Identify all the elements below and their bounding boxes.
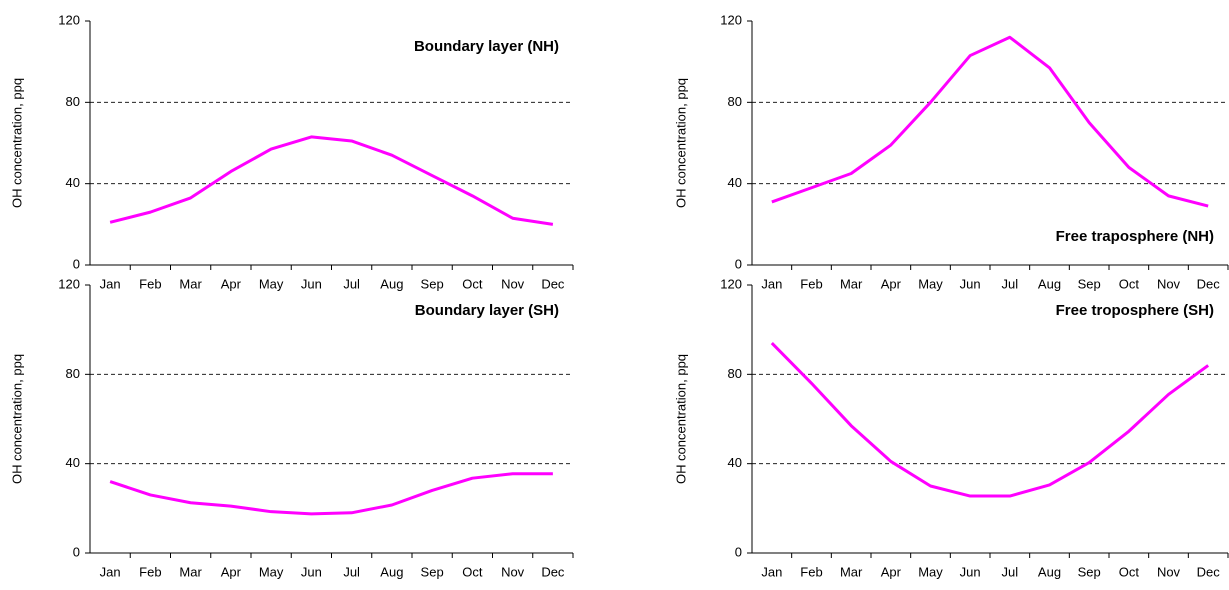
y-tick-label: 40 — [66, 455, 80, 470]
x-tick-label: Sep — [1078, 276, 1101, 291]
x-tick-label: Nov — [501, 276, 525, 291]
x-tick-label: Dec — [1197, 564, 1221, 579]
y-tick-label: 80 — [66, 366, 80, 381]
chart-title: Boundary layer (NH) — [414, 38, 559, 55]
x-tick-label: Jun — [301, 564, 322, 579]
chart-title: Boundary layer (SH) — [415, 302, 559, 319]
x-tick-label: Mar — [840, 564, 863, 579]
x-tick-label: Sep — [421, 564, 444, 579]
y-tick-label: 0 — [735, 256, 742, 271]
y-axis-label: OH concentration, ppq — [673, 354, 688, 484]
x-tick-label: Sep — [1078, 564, 1101, 579]
x-tick-label: Jun — [960, 564, 981, 579]
x-tick-label: Apr — [881, 276, 902, 291]
chart-title: Free traposphere (NH) — [1056, 228, 1214, 245]
x-tick-label: Aug — [380, 564, 403, 579]
y-axis-label: OH concentration, ppq — [673, 78, 688, 208]
x-tick-label: May — [259, 276, 284, 291]
x-tick-label: Jan — [761, 564, 782, 579]
x-tick-label: Jul — [343, 564, 360, 579]
x-tick-label: Feb — [139, 276, 161, 291]
x-tick-label: Jan — [100, 564, 121, 579]
x-tick-label: Apr — [881, 564, 902, 579]
x-tick-label: Nov — [1157, 564, 1181, 579]
x-tick-label: Sep — [421, 276, 444, 291]
x-tick-label: Nov — [501, 564, 525, 579]
y-tick-label: 40 — [66, 175, 80, 190]
x-tick-label: Aug — [1038, 276, 1061, 291]
data-line — [770, 342, 1210, 498]
x-tick-label: Apr — [221, 276, 242, 291]
y-tick-label: 40 — [728, 175, 742, 190]
x-tick-label: Apr — [221, 564, 242, 579]
y-axis-label: OH concentration, ppq — [9, 78, 24, 208]
y-tick-label: 40 — [728, 455, 742, 470]
x-tick-label: Jul — [343, 276, 360, 291]
x-tick-label: Jan — [100, 276, 121, 291]
y-tick-label: 80 — [728, 94, 742, 109]
x-tick-label: Aug — [1038, 564, 1061, 579]
y-axis-label: OH concentration, ppq — [9, 354, 24, 484]
x-tick-label: Jul — [1002, 564, 1019, 579]
x-tick-label: May — [918, 564, 943, 579]
x-tick-label: Oct — [462, 564, 483, 579]
x-tick-label: Jun — [301, 276, 322, 291]
y-tick-label: 120 — [58, 12, 80, 27]
data-line — [771, 35, 1209, 208]
x-tick-label: Jul — [1002, 276, 1019, 291]
y-tick-label: 80 — [66, 94, 80, 109]
x-tick-label: Feb — [139, 564, 161, 579]
y-tick-label: 120 — [58, 276, 80, 291]
x-tick-label: Jan — [761, 276, 782, 291]
x-tick-label: Mar — [179, 276, 202, 291]
data-line — [109, 472, 553, 516]
data-line — [109, 135, 554, 226]
x-tick-label: Mar — [840, 276, 863, 291]
x-tick-label: Feb — [800, 564, 822, 579]
x-tick-label: Dec — [541, 276, 565, 291]
x-tick-label: Oct — [462, 276, 483, 291]
x-tick-label: Mar — [179, 564, 202, 579]
x-tick-label: Dec — [541, 564, 565, 579]
x-tick-label: Jun — [960, 276, 981, 291]
x-tick-label: Aug — [380, 276, 403, 291]
y-tick-label: 0 — [73, 544, 80, 559]
y-tick-label: 0 — [735, 544, 742, 559]
y-tick-label: 80 — [728, 366, 742, 381]
x-tick-label: Oct — [1119, 564, 1140, 579]
x-tick-label: May — [918, 276, 943, 291]
x-tick-label: Nov — [1157, 276, 1181, 291]
x-tick-label: Feb — [800, 276, 822, 291]
x-tick-label: May — [259, 564, 284, 579]
y-tick-label: 120 — [720, 12, 742, 27]
x-tick-label: Dec — [1197, 276, 1221, 291]
chart-title: Free troposphere (SH) — [1056, 302, 1214, 319]
y-tick-label: 0 — [73, 256, 80, 271]
y-tick-label: 120 — [720, 276, 742, 291]
x-tick-label: Oct — [1119, 276, 1140, 291]
